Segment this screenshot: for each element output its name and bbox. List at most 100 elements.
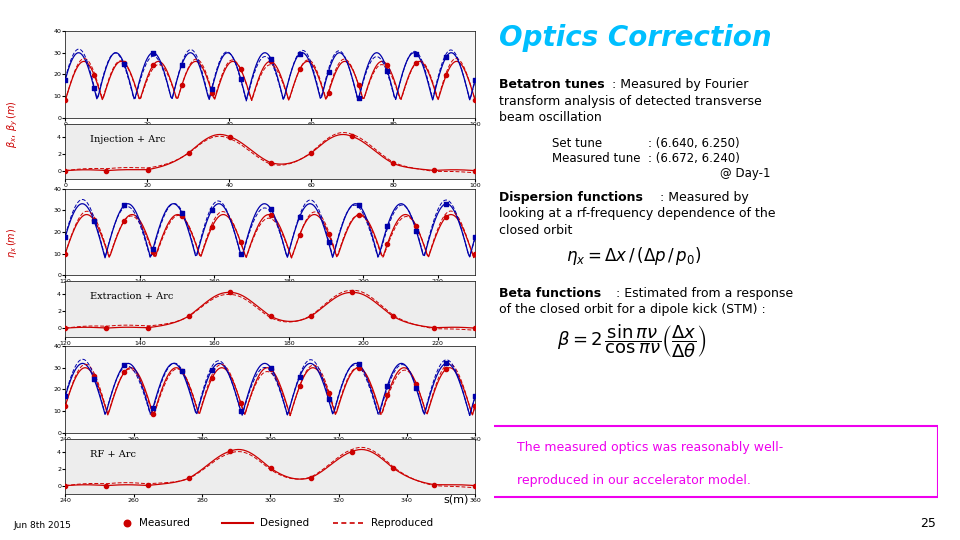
Text: s(m): s(m) — [444, 495, 468, 505]
Point — [351, 93, 367, 102]
Point — [99, 166, 114, 175]
Point — [409, 384, 424, 393]
Point — [233, 250, 249, 259]
Text: $\eta_x = \Delta x\,/\,(\Delta p\,/\,p_0)$: $\eta_x = \Delta x\,/\,(\Delta p\,/\,p_0… — [566, 245, 702, 267]
Point — [204, 205, 220, 214]
Text: of the closed orbit for a dipole kick (STM) :: of the closed orbit for a dipole kick (S… — [499, 303, 766, 316]
Point — [204, 84, 220, 93]
Text: Jun 8th 2015: Jun 8th 2015 — [13, 521, 71, 530]
Point — [174, 367, 189, 375]
Point — [426, 323, 442, 332]
Text: Beta functions: Beta functions — [499, 287, 601, 300]
Point — [120, 519, 135, 528]
Point — [263, 55, 278, 63]
Point — [344, 447, 359, 456]
Point — [321, 395, 336, 403]
Point — [263, 205, 278, 213]
Point — [204, 374, 220, 382]
Point — [426, 166, 442, 175]
Text: : Estimated from a response: : Estimated from a response — [616, 287, 794, 300]
Text: Reproduced: Reproduced — [371, 518, 433, 528]
Point — [351, 363, 367, 372]
Point — [86, 375, 102, 383]
Point — [181, 474, 197, 483]
Point — [439, 364, 454, 373]
Point — [145, 403, 160, 412]
Point — [145, 245, 160, 253]
Point — [344, 288, 359, 297]
Text: : Measured by: : Measured by — [660, 191, 749, 204]
Point — [321, 89, 336, 97]
Point — [468, 232, 483, 241]
Point — [181, 312, 197, 320]
Point — [116, 361, 132, 369]
Point — [351, 360, 367, 369]
Point — [439, 199, 454, 208]
Point — [116, 217, 132, 225]
Point — [140, 323, 156, 332]
Point — [58, 96, 73, 105]
Point — [468, 75, 483, 84]
Point — [321, 388, 336, 397]
Point — [58, 75, 73, 84]
Point — [222, 132, 237, 141]
Text: $\beta = 2\,\dfrac{\sin\pi\nu}{\cos\pi\nu}\left(\dfrac{\Delta x}{\Delta\theta}\r: $\beta = 2\,\dfrac{\sin\pi\nu}{\cos\pi\n… — [557, 322, 707, 360]
Point — [468, 166, 483, 175]
Point — [233, 65, 249, 74]
Point — [439, 359, 454, 368]
Point — [58, 166, 73, 175]
Point — [292, 372, 307, 381]
Point — [233, 407, 249, 415]
Point — [145, 409, 160, 418]
Text: Injection + Arc: Injection + Arc — [90, 134, 165, 144]
Point — [263, 158, 278, 167]
Point — [263, 464, 278, 472]
Text: @ Day-1: @ Day-1 — [720, 167, 771, 180]
Point — [380, 239, 396, 248]
Point — [385, 312, 400, 321]
Point — [409, 222, 424, 231]
Point — [174, 81, 189, 90]
Point — [351, 81, 367, 90]
Text: Betatron tunes: Betatron tunes — [499, 78, 605, 91]
Point — [439, 71, 454, 79]
Point — [321, 238, 336, 246]
Point — [292, 212, 307, 221]
Point — [58, 232, 73, 241]
Point — [145, 49, 160, 57]
Point — [263, 57, 278, 66]
Point — [385, 463, 400, 472]
Point — [351, 201, 367, 210]
Text: $\eta_x\,(m)$: $\eta_x\,(m)$ — [6, 228, 19, 258]
Point — [116, 58, 132, 67]
Point — [439, 52, 454, 61]
Text: The measured optics was reasonably well-: The measured optics was reasonably well- — [516, 441, 782, 454]
FancyBboxPatch shape — [490, 426, 938, 497]
Point — [263, 211, 278, 219]
Point — [86, 372, 102, 381]
Text: Set tune: Set tune — [552, 137, 602, 150]
Point — [58, 249, 73, 258]
Point — [468, 402, 483, 410]
Point — [380, 391, 396, 400]
Point — [468, 392, 483, 400]
Point — [303, 149, 319, 158]
Point — [426, 480, 442, 489]
Text: reproduced in our accelerator model.: reproduced in our accelerator model. — [516, 474, 751, 487]
Text: RF + Arc: RF + Arc — [90, 450, 136, 458]
Point — [292, 382, 307, 390]
Point — [468, 249, 483, 258]
Point — [321, 67, 336, 76]
Point — [116, 201, 132, 210]
Point — [86, 84, 102, 92]
Text: closed orbit: closed orbit — [499, 224, 572, 237]
Point — [385, 159, 400, 167]
Text: : (6.672, 6.240): : (6.672, 6.240) — [648, 152, 740, 165]
Text: : Measured by Fourier: : Measured by Fourier — [612, 78, 749, 91]
Text: $\beta_x,\,\beta_y\,(m)$: $\beta_x,\,\beta_y\,(m)$ — [5, 100, 19, 148]
Point — [468, 96, 483, 105]
Point — [204, 366, 220, 374]
Point — [303, 312, 319, 321]
Point — [468, 481, 483, 490]
Point — [292, 231, 307, 239]
